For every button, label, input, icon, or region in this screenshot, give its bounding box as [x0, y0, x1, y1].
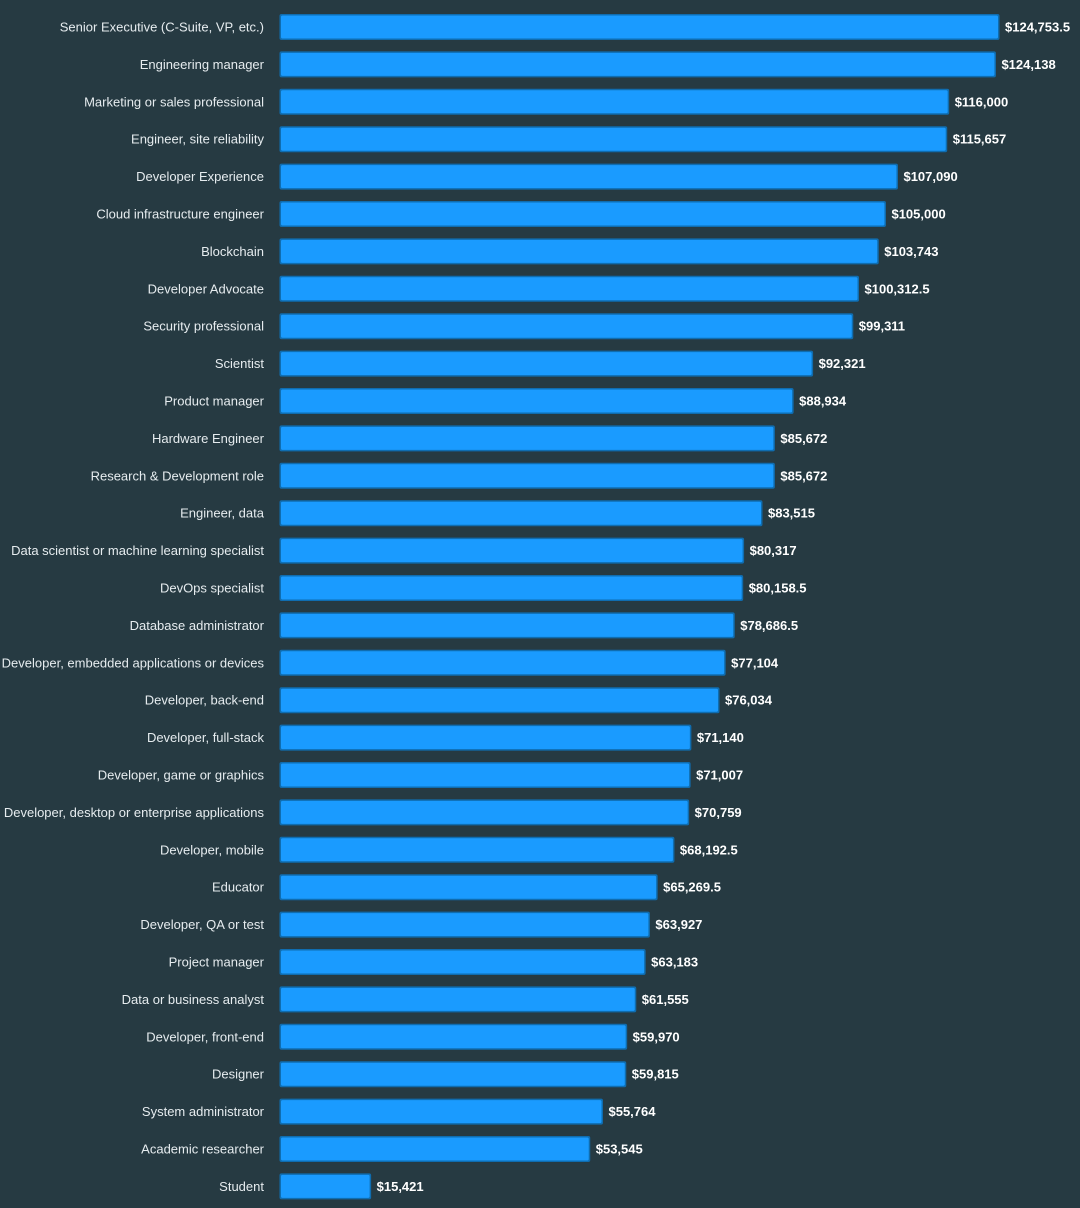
- value-label: $53,545: [596, 1142, 643, 1157]
- category-label: Developer, QA or test: [140, 917, 264, 932]
- value-label: $88,934: [799, 394, 847, 409]
- category-label: Designer: [212, 1067, 265, 1082]
- value-label: $92,321: [819, 356, 866, 371]
- value-label: $76,034: [725, 693, 773, 708]
- bar: [281, 426, 774, 450]
- category-label: Data or business analyst: [122, 992, 265, 1007]
- bar: [281, 838, 673, 862]
- category-label: Product manager: [164, 394, 264, 409]
- bar: [281, 539, 743, 563]
- value-label: $124,753.5: [1005, 20, 1070, 35]
- value-label: $78,686.5: [740, 618, 798, 633]
- category-label: Hardware Engineer: [152, 431, 265, 446]
- category-label: Developer, game or graphics: [98, 768, 265, 783]
- bar: [281, 726, 690, 750]
- bar: [281, 613, 734, 637]
- bar: [281, 1062, 625, 1086]
- category-label: Developer, mobile: [160, 842, 264, 857]
- category-label: Developer, embedded applications or devi…: [2, 655, 265, 670]
- bar: [281, 688, 718, 712]
- value-label: $70,759: [695, 805, 742, 820]
- value-label: $59,815: [632, 1067, 679, 1082]
- category-label: System administrator: [142, 1104, 265, 1119]
- value-label: $99,311: [859, 319, 905, 334]
- value-label: $105,000: [891, 207, 945, 222]
- bar: [281, 763, 690, 787]
- value-label: $115,657: [953, 132, 1007, 147]
- value-label: $107,090: [903, 169, 957, 184]
- value-label: $80,158.5: [749, 581, 807, 596]
- category-label: Engineer, data: [180, 506, 265, 521]
- value-label: $55,764: [608, 1104, 656, 1119]
- value-label: $103,743: [884, 244, 938, 259]
- category-label: Developer, full-stack: [147, 730, 265, 745]
- category-label: Engineering manager: [140, 57, 265, 72]
- value-label: $83,515: [768, 506, 815, 521]
- category-label: Developer, back-end: [145, 693, 264, 708]
- category-label: Engineer, site reliability: [131, 132, 264, 147]
- value-label: $63,183: [651, 955, 698, 970]
- category-label: Developer, front-end: [146, 1029, 264, 1044]
- value-label: $124,138: [1001, 57, 1055, 72]
- value-label: $77,104: [731, 655, 779, 670]
- bar: [281, 127, 946, 151]
- value-label: $65,269.5: [663, 880, 721, 895]
- bar: [281, 277, 858, 301]
- value-label: $71,007: [696, 768, 743, 783]
- bar: [281, 987, 635, 1011]
- category-label: Educator: [212, 880, 265, 895]
- bar: [281, 1025, 626, 1049]
- category-label: Blockchain: [201, 244, 264, 259]
- category-label: Cloud infrastructure engineer: [96, 207, 264, 222]
- bar: [281, 165, 897, 189]
- category-label: DevOps specialist: [160, 581, 264, 596]
- bar: [281, 950, 645, 974]
- value-label: $80,317: [750, 543, 797, 558]
- value-label: $15,421: [377, 1179, 424, 1194]
- category-label: Academic researcher: [141, 1142, 264, 1157]
- value-label: $68,192.5: [680, 842, 738, 857]
- bar: [281, 15, 998, 39]
- value-label: $100,312.5: [865, 281, 930, 296]
- value-label: $71,140: [697, 730, 744, 745]
- value-label: $61,555: [642, 992, 689, 1007]
- value-label: $63,927: [655, 917, 702, 932]
- bar: [281, 202, 885, 226]
- bar: [281, 464, 774, 488]
- category-label: Developer Advocate: [148, 281, 264, 296]
- bar: [281, 800, 688, 824]
- bar: [281, 1174, 370, 1198]
- category-label: Developer Experience: [136, 169, 264, 184]
- category-label: Developer, desktop or enterprise applica…: [4, 805, 265, 820]
- category-label: Scientist: [215, 356, 265, 371]
- bar: [281, 501, 761, 525]
- value-label: $85,672: [780, 431, 827, 446]
- category-label: Project manager: [169, 955, 265, 970]
- category-label: Data scientist or machine learning speci…: [11, 543, 264, 558]
- bar: [281, 90, 948, 114]
- value-label: $116,000: [955, 94, 1009, 109]
- bar: [281, 875, 657, 899]
- bar: [281, 389, 793, 413]
- bar: [281, 239, 878, 263]
- bar: [281, 651, 725, 675]
- category-label: Senior Executive (C-Suite, VP, etc.): [60, 20, 264, 35]
- category-label: Database administrator: [130, 618, 265, 633]
- bar: [281, 913, 649, 937]
- bar: [281, 576, 742, 600]
- bar: [281, 352, 812, 376]
- value-label: $59,970: [633, 1029, 680, 1044]
- category-label: Marketing or sales professional: [84, 94, 264, 109]
- bar: [281, 1100, 602, 1124]
- category-label: Security professional: [143, 319, 264, 334]
- value-label: $85,672: [780, 468, 827, 483]
- bar: [281, 1137, 589, 1161]
- bar: [281, 314, 852, 338]
- category-label: Student: [219, 1179, 264, 1194]
- category-label: Research & Development role: [91, 468, 264, 483]
- bar: [281, 52, 995, 76]
